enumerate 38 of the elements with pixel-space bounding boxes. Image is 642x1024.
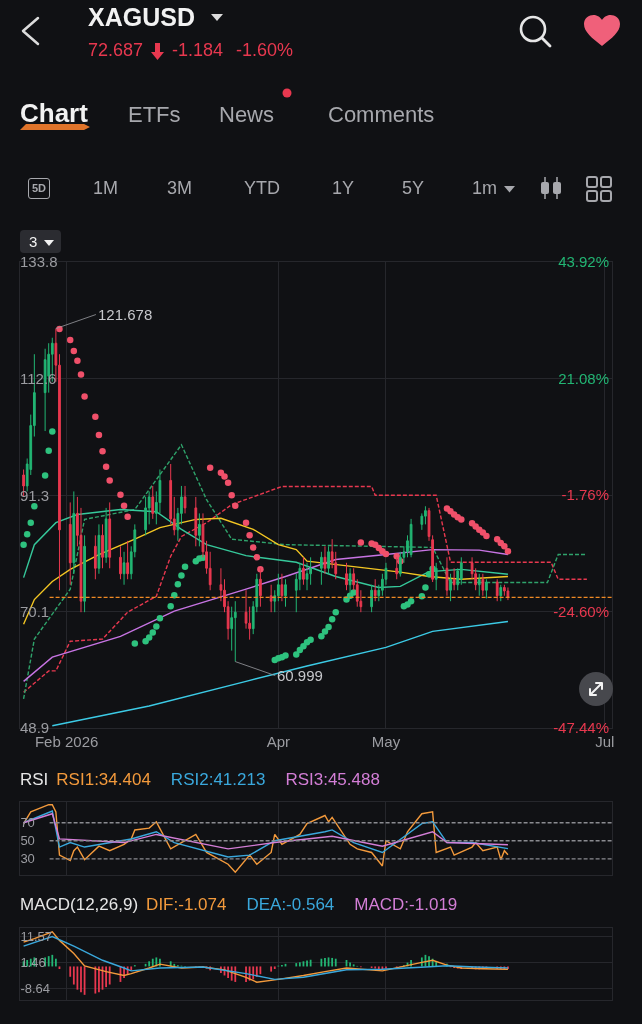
y-tick-label: 30 [20, 851, 35, 867]
y2-tick-label: 43.92% [558, 253, 609, 271]
text: 3 [20, 230, 62, 254]
text: -1.60% [236, 40, 294, 61]
text: DEA:-0.564 [246, 895, 335, 914]
text: MACD:-1.019 [354, 895, 458, 914]
annotation: 121.678 [98, 306, 153, 323]
annotation: 60.999 [277, 667, 323, 684]
text: YTD [244, 178, 280, 199]
chart-title: MACD(12,26,9) [20, 895, 139, 914]
x-tick-label: Apr [266, 733, 291, 750]
x-tick-label: May [371, 733, 401, 750]
text: News [219, 102, 275, 128]
y-tick-label: 133.8 [20, 253, 58, 271]
text: 1M [93, 178, 119, 199]
text: Chart [20, 98, 88, 129]
text: 1Y [332, 178, 355, 199]
text: 5Y [402, 178, 425, 199]
y-tick-label: 91.3 [20, 486, 50, 504]
text: 72.687 [88, 40, 144, 61]
text: -1.184 [172, 40, 224, 61]
y-tick-label: 1.46 [20, 955, 46, 971]
text: RSI2:41.213 [170, 770, 266, 789]
series-label: RSI1:34.404 [56, 770, 151, 789]
y2-tick-label: 21.08% [558, 369, 609, 387]
y2-tick-label: -24.60% [553, 602, 609, 620]
y2-tick-label: -1.76% [561, 486, 609, 504]
y-tick-label: 50 [20, 833, 35, 849]
text: DIF:-1.074 [146, 895, 227, 914]
text: Comments [328, 102, 435, 128]
text: RSI3:45.488 [285, 770, 380, 789]
text: ETFs [128, 102, 181, 128]
text: 1m [472, 178, 498, 199]
chart-title: RSI [20, 770, 49, 789]
text: 3M [167, 178, 193, 199]
text: 5D [28, 178, 51, 199]
text: XAGUSD [88, 3, 195, 32]
y-tick-label: -8.64 [20, 981, 51, 997]
